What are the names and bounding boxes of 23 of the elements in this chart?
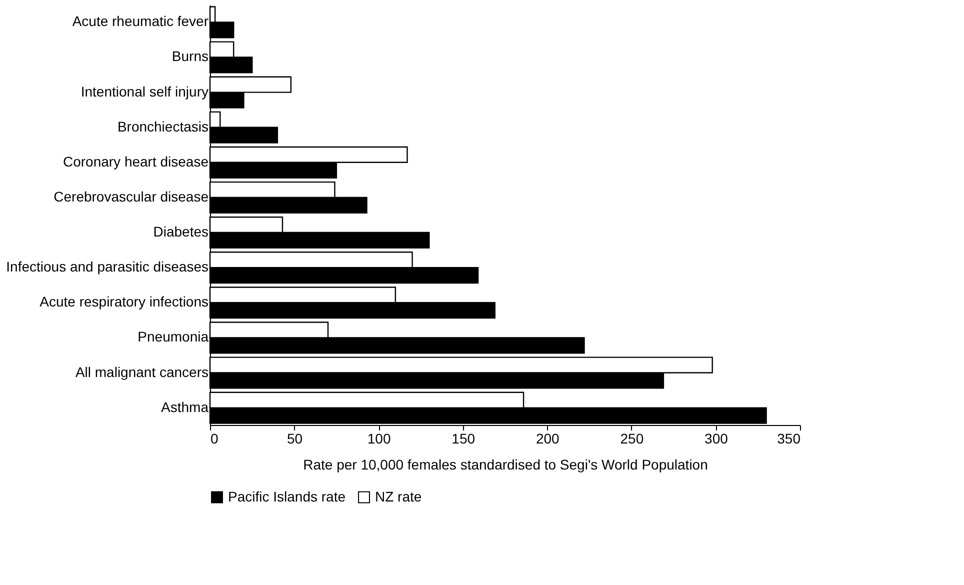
x-tick-label: 100 bbox=[367, 430, 391, 446]
y-tick-label: Pneumonia bbox=[138, 328, 209, 345]
x-tick-label: 300 bbox=[704, 430, 728, 446]
y-tick-label: Infectious and parasitic diseases bbox=[6, 258, 208, 275]
legend-label: Pacific Islands rate bbox=[228, 488, 346, 504]
y-tick-label: All malignant cancers bbox=[75, 364, 208, 380]
y-tick-label: Asthma bbox=[161, 398, 209, 415]
y-tick-label: Acute rheumatic fever bbox=[72, 13, 209, 30]
y-tick-label: Bronchiectasis bbox=[117, 118, 208, 134]
x-tick-label: 200 bbox=[536, 430, 560, 446]
y-tick-label: Intentional self injury bbox=[80, 83, 208, 100]
y-tick-label: Cerebrovascular disease bbox=[54, 188, 209, 204]
x-tick-label: 50 bbox=[286, 430, 303, 446]
legend-label: NZ rate bbox=[375, 488, 422, 504]
y-tick-label: Acute respiratory infections bbox=[40, 294, 208, 310]
y-tick-label: Diabetes bbox=[153, 224, 208, 240]
x-axis-title: Rate per 10,000 females standardised to Segi's World Population bbox=[303, 456, 708, 472]
x-tick-label: 0 bbox=[210, 430, 218, 446]
x-tick-label: 250 bbox=[620, 430, 644, 446]
x-tick-label: 150 bbox=[452, 430, 476, 446]
x-tick-label: 350 bbox=[777, 430, 801, 446]
y-tick-label: Coronary heart disease bbox=[62, 153, 209, 170]
y-tick-label: Burns bbox=[172, 48, 208, 64]
